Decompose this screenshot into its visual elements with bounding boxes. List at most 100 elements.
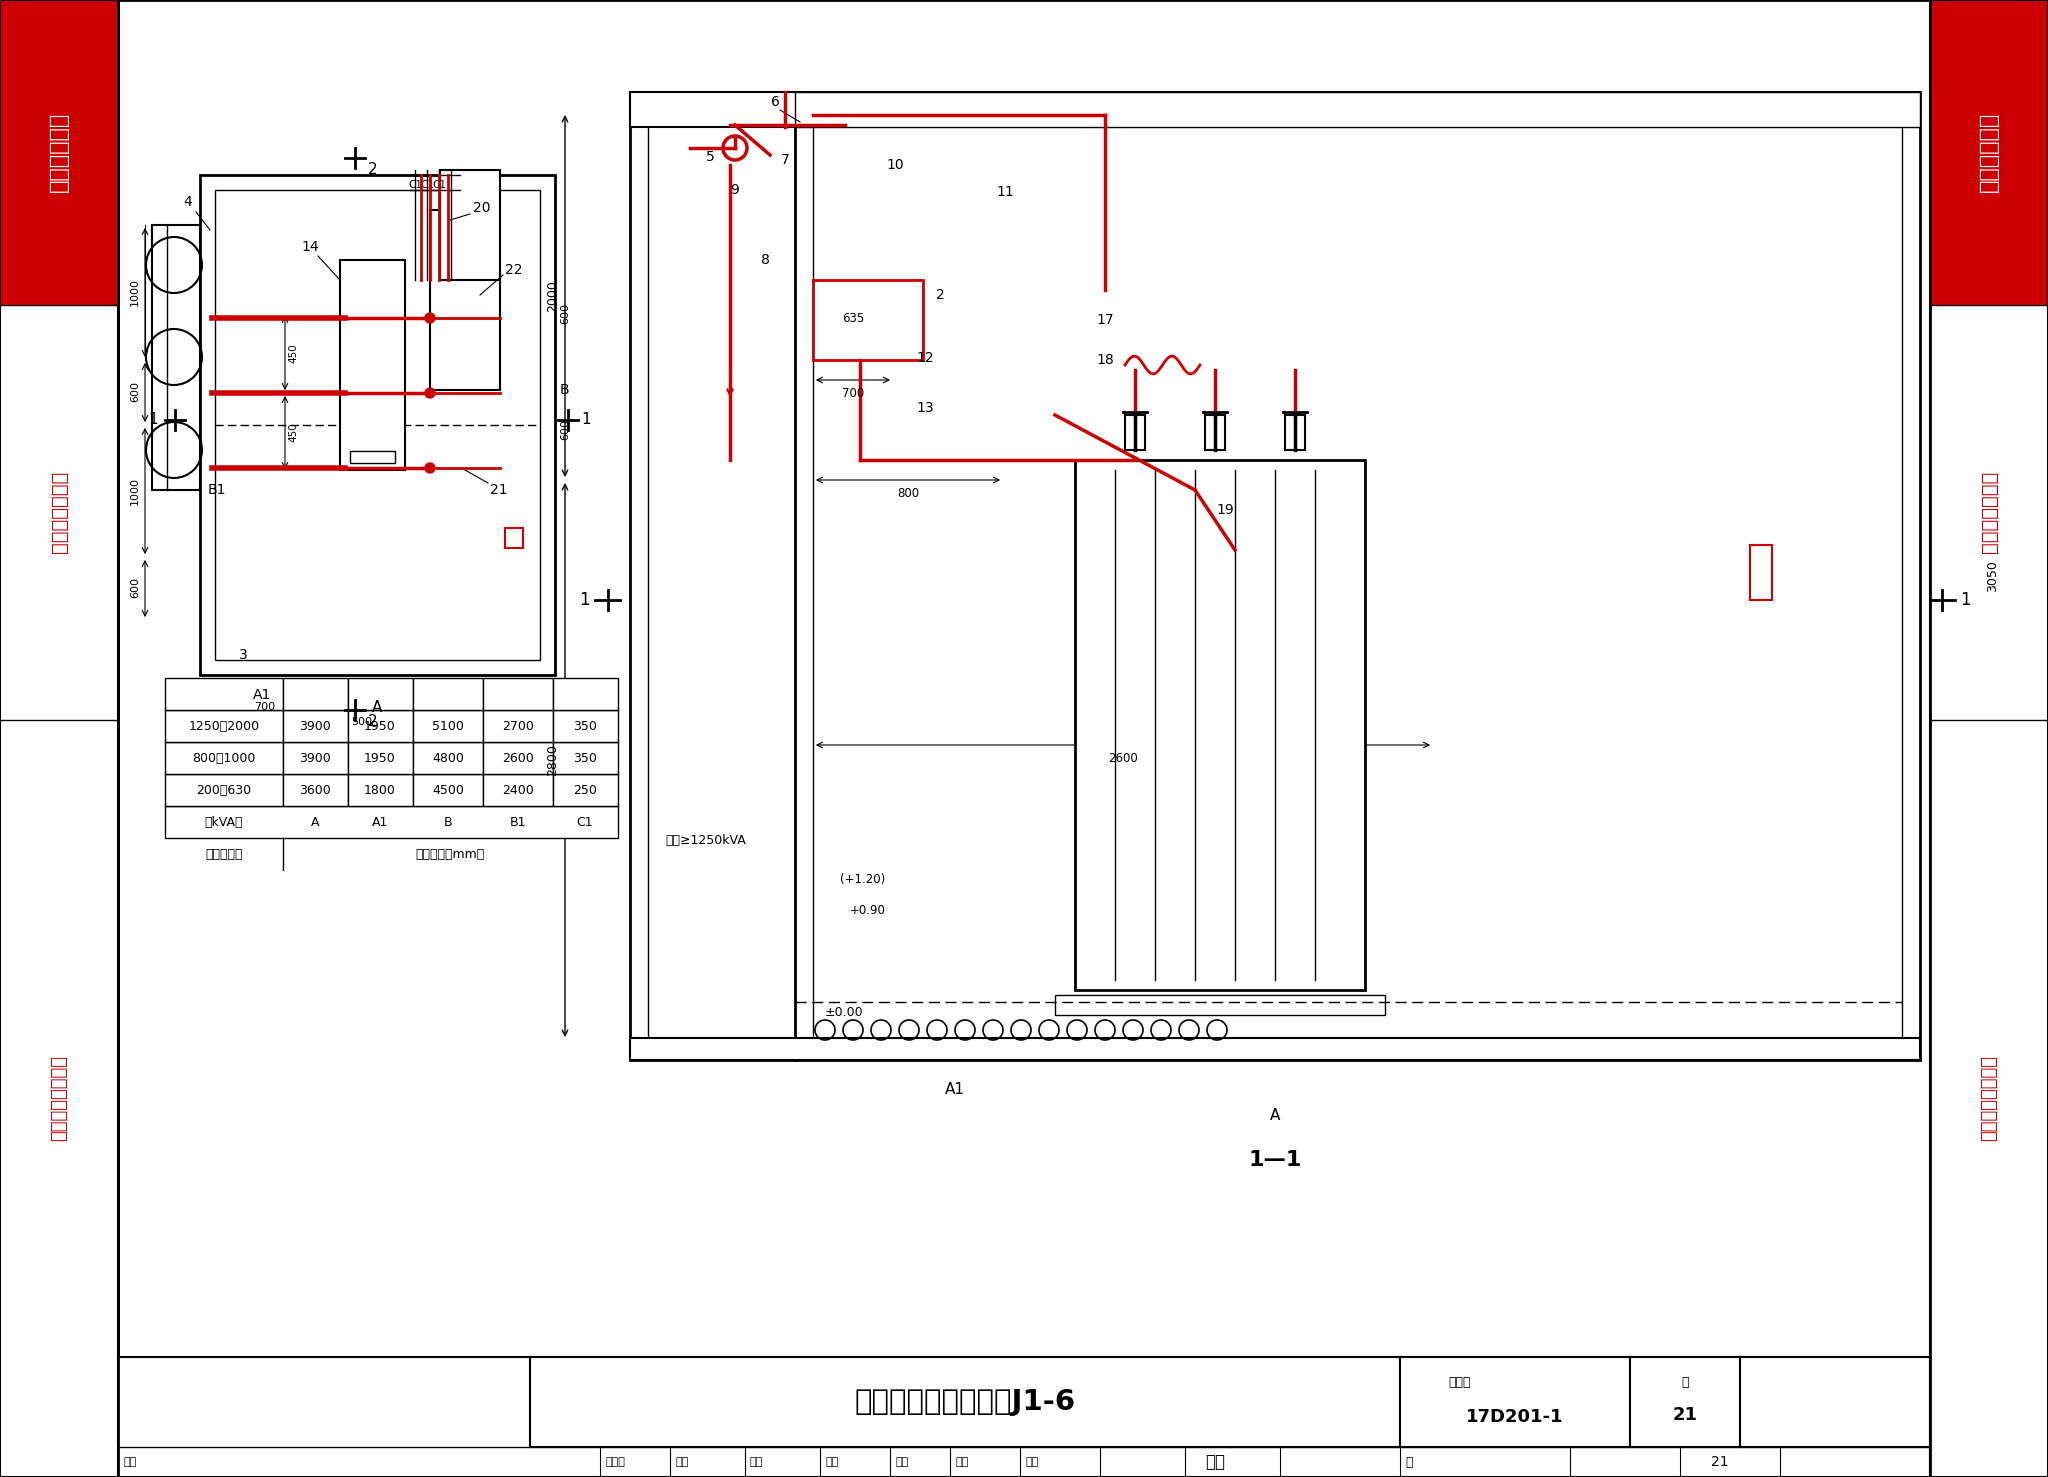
Text: A: A [373,700,383,715]
Text: 土建设计任务图: 土建设计任务图 [49,471,68,552]
Text: 17D201-1: 17D201-1 [1466,1408,1565,1425]
Text: 4800: 4800 [432,752,465,765]
Bar [647,109,1903,1041]
Text: 2600: 2600 [1108,752,1139,765]
Bar [348,710,414,741]
Text: 21: 21 [1673,1406,1698,1424]
Text: 用于≥1250kVA: 用于≥1250kVA [666,833,745,846]
Text: 600: 600 [559,419,569,440]
Text: 1: 1 [582,412,590,427]
Text: 350: 350 [573,719,596,733]
Text: 图集号: 图集号 [1448,1375,1470,1388]
Text: 2: 2 [936,288,944,301]
Text: 8: 8 [760,253,770,267]
Text: C1: C1 [432,180,446,191]
Bar [483,774,553,806]
Text: 18: 18 [1096,353,1114,366]
Bar [340,260,406,470]
Bar [506,527,522,548]
Text: 800～1000: 800～1000 [193,752,256,765]
Bar [166,741,283,774]
Text: 2: 2 [369,162,377,177]
Text: 450: 450 [289,422,299,442]
Text: 变压器容量: 变压器容量 [205,848,244,861]
Bar [1929,0,2048,1477]
Text: (+1.20): (+1.20) [840,873,885,886]
Text: 6: 6 [770,95,780,109]
Text: 700: 700 [842,387,864,400]
Bar [553,678,618,710]
Bar [283,741,348,774]
Text: 21: 21 [489,483,508,496]
Text: B1: B1 [510,815,526,829]
Text: 14: 14 [301,239,319,254]
Text: 设计: 设计 [956,1456,969,1467]
Text: 陈旭: 陈旭 [825,1456,838,1467]
Bar [553,710,618,741]
Bar [483,678,553,710]
Text: 4: 4 [184,195,193,210]
Text: 审核: 审核 [123,1456,137,1467]
Bar [813,281,924,360]
Bar [1284,415,1305,450]
Text: 1950: 1950 [365,719,395,733]
Text: （kVA）: （kVA） [205,815,244,829]
Bar [414,741,483,774]
Text: 页: 页 [1681,1375,1690,1388]
Text: A: A [1270,1108,1280,1123]
Text: 3600: 3600 [299,783,332,796]
Bar [0,0,119,1477]
Text: 7: 7 [780,154,788,167]
Text: 12: 12 [915,352,934,365]
Bar [1749,545,1772,600]
Text: 5: 5 [707,151,715,164]
Text: A1: A1 [252,688,270,702]
Text: 250: 250 [573,783,596,796]
Bar [440,170,500,281]
Bar [1741,1357,1929,1447]
Text: 19: 19 [1217,504,1233,517]
Text: 700: 700 [254,702,276,712]
Bar [530,1357,1401,1447]
Text: 2000: 2000 [547,281,559,312]
Bar [166,710,283,741]
Text: 页: 页 [1405,1455,1413,1468]
Bar [0,304,119,719]
Text: 21: 21 [1712,1455,1729,1470]
Text: 土建设计任务图: 土建设计任务图 [1980,471,1999,552]
Bar [430,210,500,390]
Text: 17: 17 [1096,313,1114,326]
Bar [414,710,483,741]
Bar [283,774,348,806]
Bar [283,678,348,710]
Bar [1929,0,2048,304]
Bar [166,774,283,806]
Text: 2400: 2400 [502,783,535,796]
Text: 600: 600 [129,381,139,403]
Bar [152,225,201,490]
Bar [348,741,414,774]
Text: 梁昆: 梁昆 [1024,1456,1038,1467]
Text: 600: 600 [559,303,569,323]
Text: 800: 800 [897,487,920,501]
Bar [1929,304,2048,719]
Bar [1630,1357,1741,1447]
Bar [283,710,348,741]
Bar [553,741,618,774]
Bar [215,191,541,660]
Bar [119,1357,1929,1477]
Bar [631,92,1921,127]
Bar [631,1038,1921,1060]
Text: 变压器室电气布置图J1-6: 变压器室电气布置图J1-6 [854,1388,1075,1416]
Text: 9: 9 [731,183,739,196]
Text: 350: 350 [573,752,596,765]
Bar [483,741,553,774]
Text: 2800: 2800 [547,744,559,775]
Bar [0,719,119,1477]
Text: 推荐尺寸（mm）: 推荐尺寸（mm） [416,848,485,861]
Text: 梁昆: 梁昆 [1204,1453,1225,1471]
Text: 13: 13 [915,400,934,415]
Text: B: B [444,815,453,829]
Text: 2: 2 [369,715,377,730]
Text: 变压器室布置: 变压器室布置 [49,112,70,192]
